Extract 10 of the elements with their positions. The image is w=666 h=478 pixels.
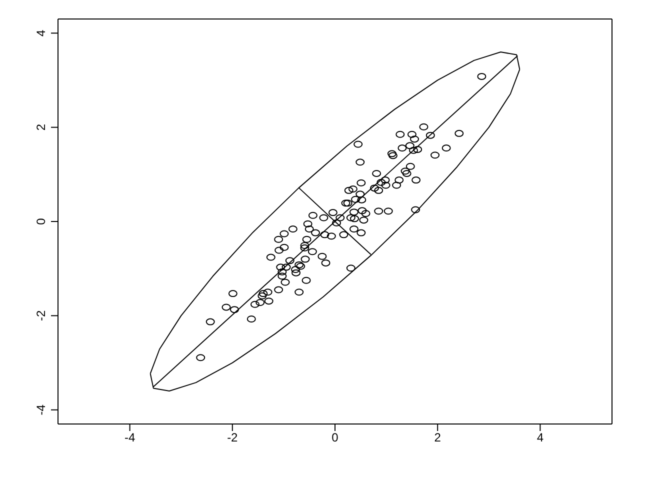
y-tick-label: 0 (34, 218, 48, 225)
y-tick-label: -2 (34, 310, 48, 322)
y-tick-label: -4 (34, 404, 48, 416)
x-tick-label: -2 (227, 430, 238, 445)
x-tick-label: 0 (332, 430, 339, 445)
x-tick-label: 2 (434, 430, 442, 445)
x-tick-label: 4 (536, 430, 544, 445)
y-tick-label: 2 (34, 124, 48, 131)
y-tick-label: 4 (34, 29, 48, 36)
x-tick-label: -4 (124, 430, 136, 445)
